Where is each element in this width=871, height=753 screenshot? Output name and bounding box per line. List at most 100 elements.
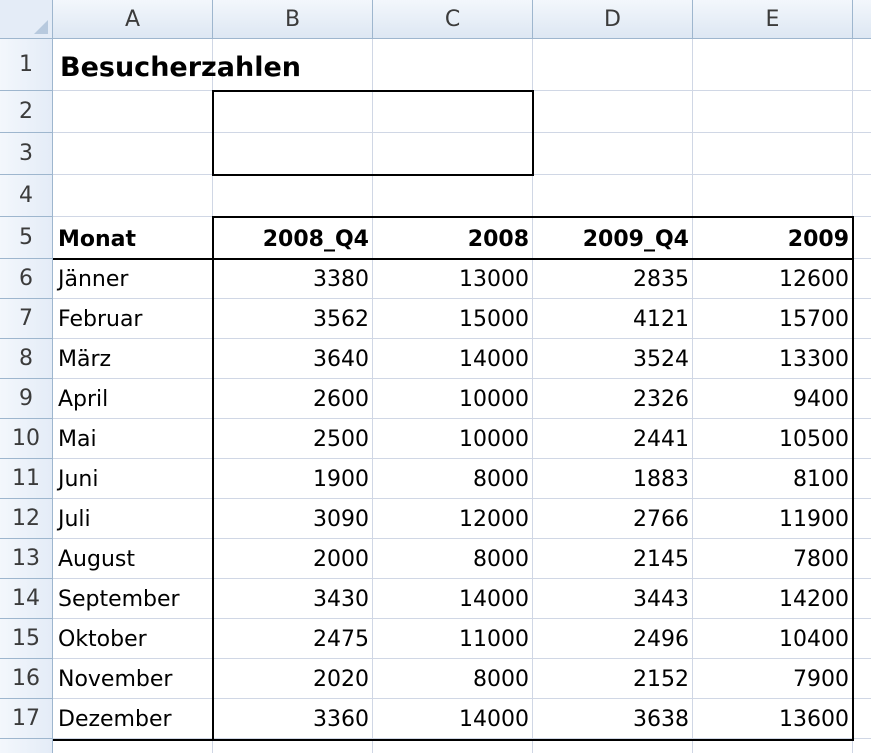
column-header-b[interactable]: B bbox=[213, 0, 373, 39]
row-header-2[interactable]: 2 bbox=[0, 91, 53, 133]
cell-2009[interactable]: 9400 bbox=[793, 386, 849, 412]
cell-2009-q4[interactable]: 2441 bbox=[633, 426, 689, 452]
cell-2008-q4[interactable]: 3430 bbox=[313, 586, 369, 612]
gridline bbox=[53, 578, 871, 579]
column-header-f[interactable] bbox=[853, 0, 871, 39]
cell-2008-q4[interactable]: 3090 bbox=[313, 506, 369, 532]
cell-2008-q4[interactable]: 3640 bbox=[313, 346, 369, 372]
row-header-4[interactable]: 4 bbox=[0, 175, 53, 217]
cell-2009[interactable]: 13600 bbox=[779, 706, 849, 732]
cell-2009[interactable]: 15700 bbox=[779, 306, 849, 332]
select-all-button[interactable] bbox=[0, 0, 53, 39]
row-header-12[interactable]: 12 bbox=[0, 499, 53, 539]
cell-month[interactable]: September bbox=[58, 586, 180, 612]
cell-month[interactable]: Oktober bbox=[58, 626, 147, 652]
row-header-10[interactable]: 10 bbox=[0, 419, 53, 459]
cell-2009-q4[interactable]: 3638 bbox=[633, 706, 689, 732]
column-header-a[interactable]: A bbox=[53, 0, 213, 39]
cell-2009[interactable]: 8100 bbox=[793, 466, 849, 492]
cell-2008[interactable]: 8000 bbox=[473, 466, 529, 492]
cell-2008-q4[interactable]: 3562 bbox=[313, 306, 369, 332]
cell-2008-q4[interactable]: 2600 bbox=[313, 386, 369, 412]
gridline bbox=[53, 90, 871, 91]
cell-2009-q4[interactable]: 2835 bbox=[633, 266, 689, 292]
row-header-6[interactable]: 6 bbox=[0, 259, 53, 299]
header-cell-monat[interactable]: Monat bbox=[58, 226, 137, 252]
cell-2009[interactable]: 7900 bbox=[793, 666, 849, 692]
cell-month[interactable]: August bbox=[58, 546, 135, 572]
cell-2008[interactable]: 13000 bbox=[459, 266, 529, 292]
cell-2009-q4[interactable]: 4121 bbox=[633, 306, 689, 332]
column-header-d[interactable]: D bbox=[533, 0, 693, 39]
cell-2009[interactable]: 7800 bbox=[793, 546, 849, 572]
row-header-15[interactable]: 15 bbox=[0, 619, 53, 659]
gridline bbox=[53, 216, 871, 217]
cell-2008-q4[interactable]: 2500 bbox=[313, 426, 369, 452]
cell-month[interactable]: Jänner bbox=[58, 266, 129, 292]
cell-2008[interactable]: 15000 bbox=[459, 306, 529, 332]
cell-2008[interactable]: 14000 bbox=[459, 346, 529, 372]
gridline bbox=[53, 458, 871, 459]
cell-2009-q4[interactable]: 2145 bbox=[633, 546, 689, 572]
row-header-1[interactable]: 1 bbox=[0, 39, 53, 91]
cell-month[interactable]: Dezember bbox=[58, 706, 172, 732]
cell-2009[interactable]: 11900 bbox=[779, 506, 849, 532]
cell-month[interactable]: Mai bbox=[58, 426, 97, 452]
cell-2009[interactable]: 12600 bbox=[779, 266, 849, 292]
cell-month[interactable]: April bbox=[58, 386, 109, 412]
row-header-17[interactable]: 17 bbox=[0, 699, 53, 739]
cell-2009[interactable]: 10500 bbox=[779, 426, 849, 452]
cell-2008[interactable]: 8000 bbox=[473, 666, 529, 692]
row-header-11[interactable]: 11 bbox=[0, 459, 53, 499]
header-cell-2008[interactable]: 2008 bbox=[467, 226, 529, 252]
cell-2009[interactable]: 10400 bbox=[779, 626, 849, 652]
cell-2008[interactable]: 14000 bbox=[459, 706, 529, 732]
cell-2008[interactable]: 10000 bbox=[459, 426, 529, 452]
row-header-16[interactable]: 16 bbox=[0, 659, 53, 699]
row-header-7[interactable]: 7 bbox=[0, 299, 53, 339]
cell-month[interactable]: Juni bbox=[58, 466, 99, 492]
cell-2008[interactable]: 10000 bbox=[459, 386, 529, 412]
row-header-5[interactable]: 5 bbox=[0, 217, 53, 259]
cell-2009-q4[interactable]: 2326 bbox=[633, 386, 689, 412]
cell-2008-q4[interactable]: 3360 bbox=[313, 706, 369, 732]
cell-2008-q4[interactable]: 2020 bbox=[313, 666, 369, 692]
cell-2009-q4[interactable]: 2766 bbox=[633, 506, 689, 532]
cell-2009-q4[interactable]: 3443 bbox=[633, 586, 689, 612]
cell-2008-q4[interactable]: 2475 bbox=[313, 626, 369, 652]
cell-2009-q4[interactable]: 2152 bbox=[633, 666, 689, 692]
row-header-3[interactable]: 3 bbox=[0, 133, 53, 175]
cell-2008[interactable]: 14000 bbox=[459, 586, 529, 612]
cell-2009-q4[interactable]: 3524 bbox=[633, 346, 689, 372]
column-header-e[interactable]: E bbox=[693, 0, 853, 39]
header-cell-2008-q4[interactable]: 2008_Q4 bbox=[262, 226, 369, 252]
cell-month[interactable]: Februar bbox=[58, 306, 143, 332]
cell-2008[interactable]: 11000 bbox=[459, 626, 529, 652]
cell-2009[interactable]: 14200 bbox=[779, 586, 849, 612]
cell-2009[interactable]: 13300 bbox=[779, 346, 849, 372]
header-cell-2009[interactable]: 2009 bbox=[787, 226, 849, 252]
cell-2008-q4[interactable]: 2000 bbox=[313, 546, 369, 572]
cell-2008[interactable]: 12000 bbox=[459, 506, 529, 532]
sheet-title-cell[interactable]: Besucherzahlen bbox=[60, 51, 301, 83]
cell-month[interactable]: November bbox=[58, 666, 173, 692]
column-header-c[interactable]: C bbox=[373, 0, 533, 39]
cell-2008[interactable]: 8000 bbox=[473, 546, 529, 572]
row-header-14[interactable]: 14 bbox=[0, 579, 53, 619]
gridline bbox=[53, 174, 871, 175]
row-header-13[interactable]: 13 bbox=[0, 539, 53, 579]
row-header-9[interactable]: 9 bbox=[0, 379, 53, 419]
cell-month[interactable]: Juli bbox=[58, 506, 91, 532]
cell-2009-q4[interactable]: 1883 bbox=[633, 466, 689, 492]
cell-2008-q4[interactable]: 3380 bbox=[313, 266, 369, 292]
header-cell-2009-q4[interactable]: 2009_Q4 bbox=[582, 226, 689, 252]
cell-2009-q4[interactable]: 2496 bbox=[633, 626, 689, 652]
row-header-18[interactable] bbox=[0, 739, 53, 753]
cell-month[interactable]: März bbox=[58, 346, 112, 372]
gridline bbox=[53, 338, 871, 339]
gridline bbox=[53, 298, 871, 299]
gridline bbox=[532, 39, 533, 753]
cell-2008-q4[interactable]: 1900 bbox=[313, 466, 369, 492]
row-header-8[interactable]: 8 bbox=[0, 339, 53, 379]
